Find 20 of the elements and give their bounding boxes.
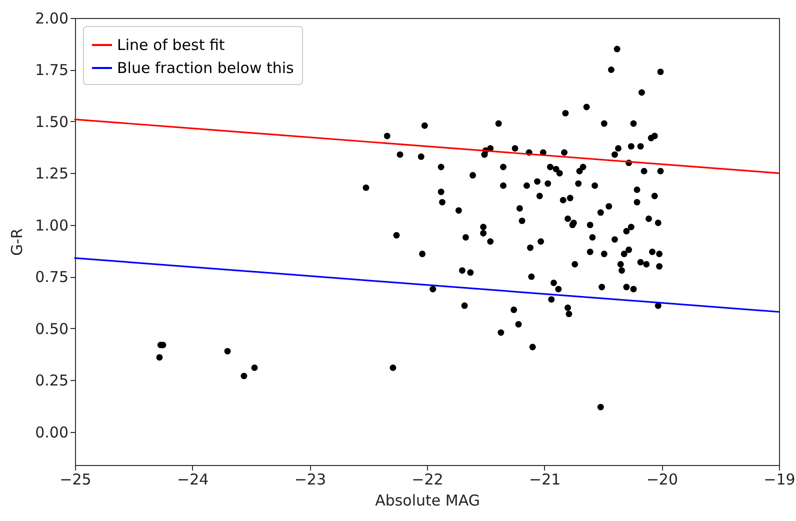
legend-label: Line of best fit: [117, 36, 225, 54]
x-tick-label: −22: [412, 470, 444, 488]
x-axis-title: Absolute MAG: [375, 492, 480, 510]
y-tick-label: 1.00: [35, 216, 68, 234]
x-tick-label: −25: [60, 470, 92, 488]
y-axis-title: G-R: [8, 228, 26, 256]
y-tick-label: 0.25: [35, 372, 68, 390]
x-tick-label: −23: [294, 470, 326, 488]
x-tick-label: −21: [529, 470, 561, 488]
y-tick-label: 2.00: [35, 10, 68, 28]
y-tick-label: 0.00: [35, 423, 68, 442]
y-tick-label: 0.50: [35, 320, 68, 338]
x-tick-label: −19: [764, 470, 796, 488]
legend-label: Blue fraction below this: [117, 59, 294, 77]
y-tick-label: 1.50: [35, 112, 68, 131]
x-tick-label: −20: [646, 470, 678, 488]
x-tick-label: −24: [177, 470, 209, 488]
y-tick-label: 0.75: [35, 268, 68, 286]
y-tick-label: 1.25: [35, 164, 68, 183]
y-tick-label: 1.75: [35, 61, 68, 80]
